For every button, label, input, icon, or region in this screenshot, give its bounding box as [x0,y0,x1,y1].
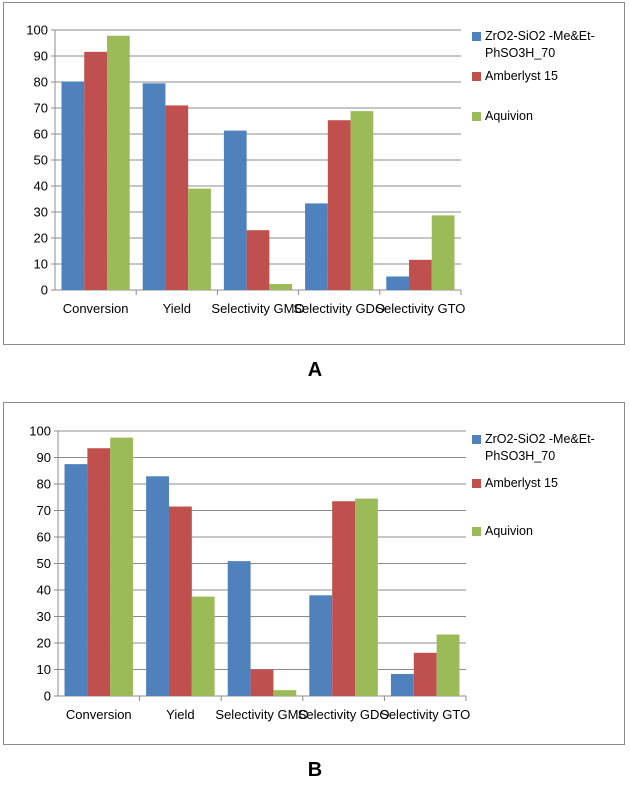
legend-swatch-zro2-sio2 [472,32,481,41]
bar-amberlyst-15-selectivity-gto [409,259,432,290]
x-tick-label: Selectivity GMO [211,301,304,316]
y-tick-label: 40 [34,179,48,194]
legend-swatch-aquivion [472,112,481,121]
y-tick-label: 90 [37,450,51,465]
y-tick-label: 60 [34,127,48,142]
bar-aquivion-yield [188,188,211,290]
y-tick-label: 30 [34,205,48,220]
chart-panel-b: 0 10 20 30 40 50 60 70 80 90 100 Conversion Yield Sel… [3,402,625,745]
bar-zro2-sio2-me-et-phso3h-70-selectivity-gdo [309,595,333,696]
bar-aquivion-selectivity-gdo [350,111,374,291]
bar-aquivion-conversion [110,437,134,696]
legend-swatch-amberlyst [472,72,481,81]
bar-zro2-sio2-me-et-phso3h-70-selectivity-gto [390,674,414,696]
legend-label-zro2-sio2-line2: PhSO3H_70 [485,449,556,463]
bar-amberlyst-15-conversion [87,448,111,696]
bar-amberlyst-15-selectivity-gmo [246,230,270,290]
legend-label-zro2-sio2-line1: ZrO2-SiO2 -Me&Et- [485,29,595,43]
y-tick-label: 10 [37,662,51,677]
bar-amberlyst-15-selectivity-gdo [332,501,356,696]
y-tick-label: 90 [34,49,48,64]
x-tick-label: Selectivity GTO [375,301,465,316]
y-tick-label: 100 [26,23,48,38]
y-tick-label: 10 [34,257,48,272]
y-tick-label: 20 [37,636,51,651]
legend-label-amberlyst: Amberlyst 15 [485,476,558,490]
legend-label-aquivion: Aquivion [485,109,533,123]
bar-aquivion-selectivity-gdo [355,498,378,696]
bar-amberlyst-15-conversion [84,51,107,291]
y-tick-label: 80 [34,75,48,90]
y-tick-label: 80 [37,477,51,492]
x-tick-label: Selectivity GDO [293,301,385,316]
y-tick-label: 60 [37,530,51,545]
bar-aquivion-selectivity-gto [431,215,455,290]
bar-zro2-sio2-me-et-phso3h-70-selectivity-gdo [305,203,328,290]
x-tick-label: Yield [166,707,194,722]
y-tick-label: 40 [37,583,51,598]
bar-zro2-sio2-me-et-phso3h-70-selectivity-gto [386,276,410,290]
y-tick-label: 70 [37,503,51,518]
bar-amberlyst-15-yield [165,105,189,291]
bar-amberlyst-15-selectivity-gdo [327,120,351,290]
legend-label-zro2-sio2-line1: ZrO2-SiO2 -Me&Et- [485,432,595,446]
legend-label-amberlyst: Amberlyst 15 [485,69,558,83]
bar-chart-a: 0 10 20 30 40 50 60 70 80 90 100 Conversion Yield Sel… [26,23,465,317]
x-tick-label: Selectivity GMO [215,707,308,722]
x-tick-label: Conversion [66,707,132,722]
bar-chart-b: 0 10 20 30 40 50 60 70 80 90 100 Conversion Yield Sel… [29,424,470,723]
bar-zro2-sio2-me-et-phso3h-70-conversion [64,464,88,696]
panel-label-a: A [307,359,323,381]
y-tick-label: 50 [37,556,51,571]
bar-amberlyst-15-yield [168,506,192,696]
y-tick-label: 70 [34,101,48,116]
bar-zro2-sio2-me-et-phso3h-70-yield [146,476,169,696]
panel-label-b: B [307,759,323,781]
bar-zro2-sio2-me-et-phso3h-70-selectivity-gmo [227,561,251,696]
chart-panel-a: 0 10 20 30 40 50 60 70 80 90 100 Conversion Yield Sel… [3,2,625,345]
x-tick-label: Conversion [63,301,129,316]
x-tick-label: Yield [163,301,191,316]
bar-zro2-sio2-me-et-phso3h-70-conversion [61,81,85,290]
legend-label-zro2-sio2-line2: PhSO3H_70 [485,46,556,60]
legend-swatch-zro2-sio2 [472,435,481,444]
bar-aquivion-selectivity-gto [436,634,460,696]
y-tick-label: 0 [44,689,51,704]
y-tick-label: 0 [41,283,48,298]
bar-amberlyst-15-selectivity-gto [413,652,437,696]
y-tick-label: 30 [37,609,51,624]
legend-swatch-amberlyst [472,479,481,488]
bar-zro2-sio2-me-et-phso3h-70-yield [142,83,166,290]
x-tick-label: Selectivity GTO [380,707,470,722]
bar-amberlyst-15-selectivity-gmo [250,669,274,696]
bar-aquivion-conversion [106,35,130,290]
y-tick-label: 100 [29,424,51,439]
bar-zro2-sio2-me-et-phso3h-70-selectivity-gmo [223,130,247,290]
bar-aquivion-selectivity-gmo [273,690,297,696]
bar-aquivion-yield [191,596,215,696]
y-tick-label: 20 [34,231,48,246]
legend-swatch-aquivion [472,527,481,536]
x-tick-label: Selectivity GDO [298,707,390,722]
y-tick-label: 50 [34,153,48,168]
bar-aquivion-selectivity-gmo [269,284,293,290]
legend-label-aquivion: Aquivion [485,524,533,538]
